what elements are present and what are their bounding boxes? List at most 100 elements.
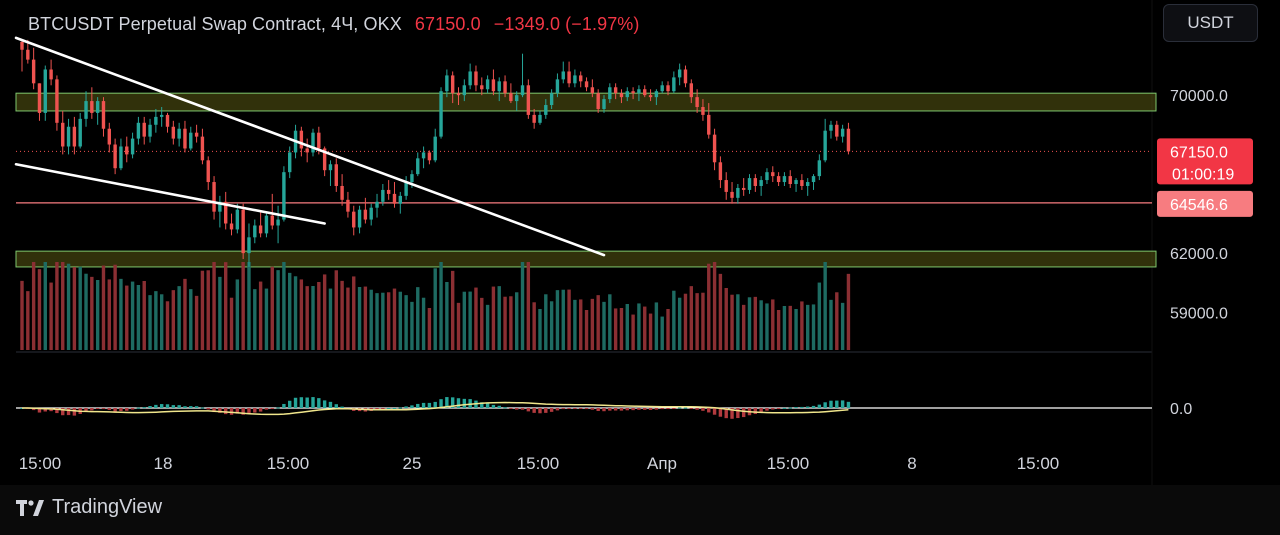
- volume-bar: [125, 285, 129, 350]
- volume-bar: [183, 278, 187, 350]
- volume-bar: [811, 304, 816, 350]
- oscillator-bar: [288, 400, 292, 408]
- oscillator-bar: [596, 408, 600, 412]
- oscillator-bar: [549, 408, 554, 412]
- oscillator-bar: [142, 407, 146, 409]
- candle: [369, 203, 373, 226]
- currency-button[interactable]: USDT: [1163, 4, 1258, 42]
- candle: [608, 83, 612, 104]
- time-axis[interactable]: 15:00 18 15:00 25 15:00 Апр 15:00 8 15:00: [19, 454, 1060, 473]
- oscillator-bar: [602, 408, 606, 412]
- candle: [229, 213, 234, 236]
- candle: [515, 91, 519, 111]
- candle: [159, 107, 164, 127]
- volume-bar: [695, 293, 699, 350]
- oscillator-bar: [264, 408, 269, 410]
- time-tick-label: 15:00: [19, 454, 62, 473]
- trendline-1[interactable]: [14, 36, 606, 257]
- oscillator-bar: [433, 401, 437, 408]
- volume-bar: [148, 295, 152, 350]
- symbol-title: BTCUSDT Perpetual Swap Contract, 4Ч, OKX: [28, 14, 402, 34]
- volume-bar: [468, 291, 472, 350]
- trendline-2[interactable]: [14, 162, 326, 225]
- oscillator-bar: [584, 408, 589, 410]
- candle-body: [445, 75, 449, 92]
- oscillator-bar: [456, 398, 461, 408]
- candle-body: [660, 85, 664, 92]
- volume-bar: [532, 302, 536, 350]
- trendlines[interactable]: [14, 36, 606, 257]
- volume-bar: [247, 262, 251, 350]
- candle-body: [194, 132, 199, 137]
- candle: [392, 182, 397, 208]
- candle-body: [218, 201, 222, 212]
- volume-bar: [637, 303, 641, 350]
- candle-body: [142, 122, 146, 137]
- oscillator-bar: [328, 401, 333, 408]
- volume-bar: [846, 273, 851, 350]
- candle: [526, 79, 531, 119]
- volume-bar: [485, 304, 490, 350]
- candle-body: [619, 93, 624, 98]
- candle-body: [823, 130, 827, 161]
- volume-bar: [759, 300, 763, 350]
- oscillator-bar: [101, 408, 106, 410]
- candle-body: [707, 114, 711, 135]
- oscillator-bar: [136, 407, 141, 409]
- candle: [474, 65, 478, 92]
- oscillator-bar: [84, 408, 88, 412]
- candle-body: [788, 176, 792, 185]
- candle-body: [520, 85, 525, 96]
- volume-bar: [526, 262, 531, 350]
- candle: [648, 89, 653, 102]
- candle: [357, 205, 362, 234]
- oscillator-bar: [212, 408, 216, 413]
- volume-bar: [817, 282, 822, 350]
- oscillator-bar: [648, 408, 653, 410]
- oscillator-signal-line: [22, 401, 849, 416]
- volume-bar: [707, 263, 711, 350]
- oscillator-bar: [637, 408, 641, 410]
- volume-bar: [439, 262, 443, 350]
- candle: [43, 65, 47, 121]
- candle-body: [189, 132, 193, 149]
- oscillator-bar: [392, 407, 397, 409]
- volume-bar: [491, 286, 496, 350]
- candle-body: [119, 146, 123, 169]
- candle: [433, 128, 437, 163]
- oscillator-bar: [590, 408, 595, 410]
- candle: [101, 97, 106, 137]
- volume-bar: [433, 268, 437, 350]
- candle-body: [253, 225, 257, 238]
- volume-bar: [311, 286, 315, 350]
- candle: [771, 166, 775, 183]
- candle: [747, 174, 752, 194]
- candle-body: [363, 209, 368, 220]
- candle: [363, 197, 368, 224]
- price-axis[interactable]: 70000.0 62000.0 59000.0 67150.0 01:00:19 6454…: [1157, 88, 1253, 418]
- volume-bar: [55, 262, 59, 350]
- candle-body: [288, 152, 292, 173]
- candle-body: [509, 93, 513, 102]
- candle: [352, 205, 356, 236]
- candle: [270, 193, 274, 230]
- oscillator-zero-label: 0.0: [1170, 401, 1192, 418]
- candle: [666, 81, 670, 96]
- candle-body: [206, 160, 210, 183]
- oscillator-bar: [427, 402, 432, 408]
- oscillator-bar: [450, 397, 455, 408]
- time-tick-label: 15:00: [767, 454, 810, 473]
- volume-bar: [736, 294, 740, 350]
- candle-body: [72, 126, 77, 147]
- volume-bar: [544, 294, 548, 350]
- candle: [165, 112, 170, 133]
- candle: [200, 128, 205, 165]
- volume-bar: [741, 304, 746, 350]
- volume-bar: [328, 288, 333, 350]
- candle-body: [817, 160, 822, 177]
- candle: [95, 97, 100, 125]
- candle: [596, 89, 600, 113]
- oscillator-bar: [811, 405, 816, 408]
- tradingview-branding[interactable]: TradingView: [16, 496, 162, 519]
